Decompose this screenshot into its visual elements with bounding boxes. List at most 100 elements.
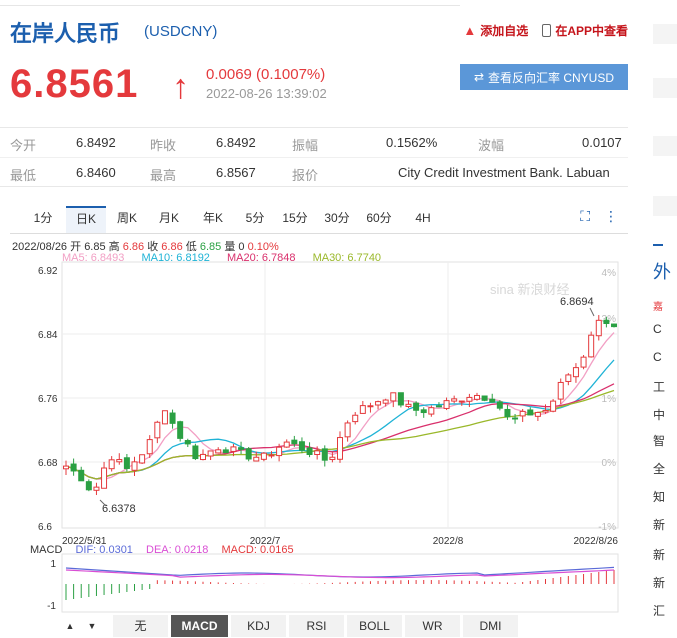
- tab-daily-k[interactable]: 日K: [66, 206, 106, 233]
- x-tick-label: 2022/8/26: [574, 536, 619, 547]
- wave-value: 0.0107: [582, 135, 622, 150]
- tab-monthly-k[interactable]: 月K: [158, 211, 179, 225]
- ohlc-low-label: 低: [185, 241, 197, 253]
- low-value: 6.8460: [76, 165, 116, 180]
- open-label: 今开: [10, 138, 37, 153]
- ohlc-low: 6.85: [199, 241, 222, 253]
- candle-body: [85, 481, 92, 491]
- stats-table: 今开 6.8492 昨收 6.8492 振幅 0.1562% 波幅 0.0107…: [0, 127, 628, 187]
- candle-body: [291, 439, 298, 445]
- ma30-legend: MA30: 6.7740: [312, 252, 382, 264]
- indicator-tab-kdj[interactable]: KDJ: [230, 615, 286, 637]
- stats-row-1: 今开 6.8492 昨收 6.8492 振幅 0.1562% 波幅 0.0107: [0, 128, 628, 157]
- ohlc-date: 2022/08/26: [12, 241, 68, 253]
- candle-body: [161, 410, 168, 425]
- candle-body: [306, 447, 313, 455]
- ohlc-high-label: 高: [108, 241, 120, 253]
- candle-body: [123, 457, 130, 469]
- candle-body: [504, 408, 511, 418]
- candle-body: [588, 334, 595, 358]
- candle-body: [321, 448, 328, 461]
- add-watchlist-label: 添加自选: [480, 24, 529, 38]
- max-pointer: [589, 307, 595, 317]
- candle-body: [352, 414, 359, 423]
- macd-legend: MACD DIF: 0.0301 DEA: 0.0218 MACD: 0.016…: [30, 544, 304, 556]
- candle-body: [397, 392, 404, 406]
- ohlc-high: 6.86: [122, 241, 145, 253]
- candle-body: [435, 405, 442, 408]
- candle-body: [131, 461, 138, 471]
- quote-time: 2022-08-26 13:39:02: [206, 86, 327, 101]
- tab-30min[interactable]: 30分: [324, 211, 350, 225]
- fullscreen-icon[interactable]: ⛶: [580, 208, 590, 224]
- indicator-tab-rsi[interactable]: RSI: [288, 615, 344, 637]
- candle-body: [108, 459, 115, 470]
- candle-body: [481, 395, 488, 401]
- sidebar-char: 智: [653, 434, 666, 448]
- macd-frame: [61, 553, 619, 613]
- indicator-tab-macd[interactable]: MACD: [170, 615, 228, 637]
- candle-body: [572, 367, 579, 378]
- tab-yearly-k[interactable]: 年K: [202, 211, 223, 225]
- indicator-tab-none[interactable]: 无: [112, 615, 168, 637]
- more-icon[interactable]: ⋮: [604, 208, 618, 224]
- candle-body: [169, 412, 176, 424]
- indicator-tab-boll[interactable]: BOLL: [346, 615, 402, 637]
- tab-60min[interactable]: 60分: [366, 211, 392, 225]
- macd-dif: DIF: 0.0301: [75, 544, 133, 556]
- header: 在岸人民币 (USDCNY) ▲ 添加自选 在APP中查看: [10, 16, 628, 46]
- page-title: 在岸人民币: [10, 21, 121, 46]
- candle-body: [184, 440, 191, 445]
- sidebar-char: 全: [653, 462, 666, 476]
- y-tick-label: 6.84: [38, 330, 58, 341]
- tab-1min[interactable]: 1分: [33, 211, 53, 225]
- candle-body: [382, 399, 389, 404]
- candle-body: [283, 441, 290, 448]
- candle-body: [428, 407, 435, 415]
- candle-body: [70, 463, 77, 472]
- candle-body: [458, 400, 465, 403]
- ohlc-summary: 2022/08/26 开 6.85 高 6.86 收 6.86 低 6.85 量…: [12, 238, 279, 254]
- indicator-tab-dmi[interactable]: DMI: [462, 615, 518, 637]
- candle-body: [413, 402, 420, 411]
- quote-source-label: 报价: [292, 168, 319, 183]
- candle-body: [512, 417, 519, 420]
- quote-row: 6.8561 ↑ 0.0069 (0.1007%) 2022-08-26 13:…: [10, 60, 628, 110]
- view-in-app-button[interactable]: 在APP中查看: [542, 22, 628, 39]
- candle-body: [253, 456, 260, 462]
- sidebar-char: C: [653, 350, 662, 364]
- reverse-rate-button[interactable]: ⇄ 查看反向汇率 CNYUSD: [460, 64, 628, 90]
- y-tick-pct: 4%: [602, 268, 617, 279]
- ohlc-close: 6.86: [161, 241, 183, 253]
- tab-4h[interactable]: 4H: [415, 211, 431, 225]
- candle-body: [466, 396, 473, 402]
- candle-body: [603, 319, 610, 324]
- add-watchlist-button[interactable]: ▲ 添加自选: [463, 22, 528, 39]
- candle-body: [215, 449, 222, 454]
- y-tick-pct: 0%: [602, 458, 617, 469]
- min-price-label: 6.6378: [102, 503, 136, 515]
- candle-body: [314, 450, 321, 456]
- candle-body: [93, 486, 100, 491]
- tab-15min[interactable]: 15分: [282, 211, 308, 225]
- tab-weekly-k[interactable]: 周K: [116, 211, 137, 225]
- sidebar-char: 新: [653, 548, 666, 562]
- candle-body: [557, 381, 564, 400]
- candle-body: [595, 319, 602, 337]
- candle-body: [367, 405, 374, 408]
- sidebar-char: 新: [653, 576, 666, 590]
- ohlc-close-label: 收: [147, 241, 159, 253]
- tab-5min[interactable]: 5分: [245, 211, 265, 225]
- nav-up-button[interactable]: ▲: [60, 615, 80, 637]
- candle-body: [580, 356, 587, 368]
- y-tick-label: 6.68: [38, 458, 58, 469]
- wave-label: 波幅: [478, 138, 505, 153]
- prev-close-label: 昨收: [150, 138, 177, 153]
- candle-body: [534, 411, 541, 417]
- indicator-tab-wr[interactable]: WR: [404, 615, 460, 637]
- sidebar-box: [653, 24, 677, 44]
- y-tick-label: 6.92: [38, 266, 58, 277]
- nav-down-button[interactable]: ▼: [82, 615, 102, 637]
- candle-body: [222, 449, 229, 454]
